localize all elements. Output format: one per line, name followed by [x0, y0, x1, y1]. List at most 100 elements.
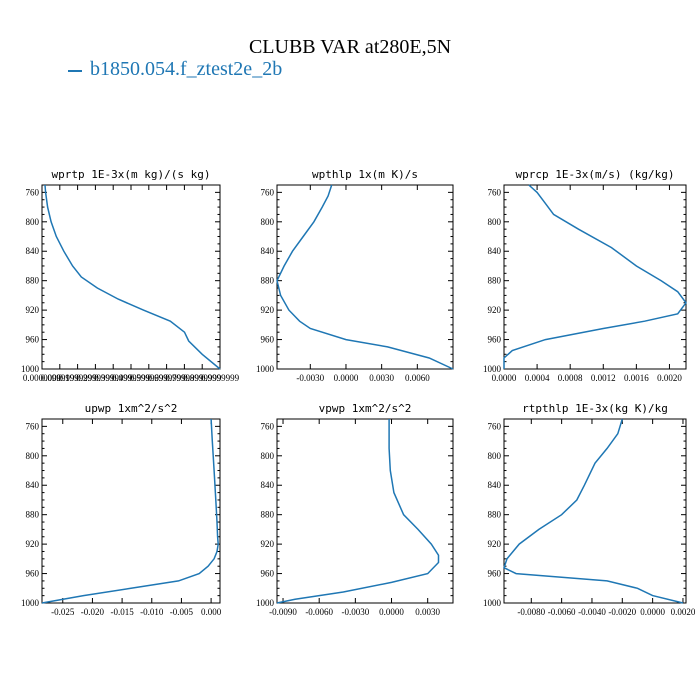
y-tick-label: 880 — [488, 510, 502, 520]
y-tick-label: 1000 — [21, 364, 40, 374]
x-tick-label: -0.0060 — [305, 607, 333, 617]
x-tick-label: 0.8999999 — [183, 373, 222, 383]
y-tick-label: 920 — [26, 305, 40, 315]
y-tick-label: 920 — [261, 539, 275, 549]
series-line — [41, 418, 219, 604]
y-tick-label: 920 — [261, 305, 275, 315]
x-tick-label: 0.0000 — [640, 607, 665, 617]
y-tick-label: 1000 — [256, 364, 275, 374]
plot-title: rtpthlp 1E-3x(kg K)/kg — [522, 402, 668, 415]
x-tick-label: 0.0000 — [492, 373, 517, 383]
x-tick-label: -0.005 — [170, 607, 194, 617]
x-tick-label: -0.0040 — [578, 607, 606, 617]
series-line — [44, 184, 221, 370]
plot-title: vpwp 1xm^2/s^2 — [319, 402, 412, 415]
y-tick-label: 800 — [26, 451, 40, 461]
y-tick-label: 960 — [26, 569, 40, 579]
legend-line-swatch — [68, 70, 82, 72]
y-tick-label: 1000 — [483, 598, 502, 608]
y-tick-label: 800 — [488, 217, 502, 227]
plot-frame — [41, 184, 221, 370]
x-tick-label: -0.015 — [110, 607, 134, 617]
x-tick-label: -0.0090 — [269, 607, 297, 617]
y-tick-label: 760 — [26, 187, 40, 197]
y-tick-label: 840 — [26, 480, 40, 490]
x-tick-label: -0.010 — [140, 607, 164, 617]
plot-panel-6: rtpthlp 1E-3x(kg K)/kg 760 800 840 880 920 960… — [483, 402, 696, 617]
y-tick-label: 760 — [26, 421, 40, 431]
plot-panel-2: wpthlp 1x(m K)/s 760 800 840 880 920 960 1000 -0… — [256, 168, 454, 383]
y-tick-label: 920 — [26, 539, 40, 549]
x-tick-label: 0.000 — [201, 607, 222, 617]
plot-frame — [276, 184, 454, 370]
x-tick-label: 0.0020 — [671, 607, 696, 617]
legend-label: b1850.054.f_ztest2e_2b — [90, 58, 283, 80]
x-tick-label: 0.0016 — [624, 373, 649, 383]
y-tick-label: 880 — [261, 276, 275, 286]
y-tick-label: 1000 — [21, 598, 40, 608]
x-tick-label: -0.0060 — [548, 607, 576, 617]
x-tick-label: -0.025 — [51, 607, 75, 617]
x-tick-label: 0.0000000 — [23, 373, 62, 383]
plot-panel-1: wprtp 1E-3x(m kg)/(s kg) 760 800 840 880 920 9… — [21, 168, 240, 383]
plot-frame — [41, 418, 221, 604]
y-tick-label: 760 — [261, 187, 275, 197]
y-tick-label: 880 — [26, 276, 40, 286]
plot-panel-5: vpwp 1xm^2/s^27608008408809209601000-0.0… — [256, 402, 454, 617]
x-tick-label: -0.0030 — [341, 607, 369, 617]
x-tick-label: 0.1999999 — [58, 373, 97, 383]
plot-title: upwp 1xm^2/s^2 — [85, 402, 178, 415]
y-tick-label: 840 — [261, 246, 275, 256]
plot-title: wpthlp 1x(m K)/s — [312, 168, 418, 181]
plot-frame — [503, 184, 687, 370]
plot-panel-4: upwp 1xm^2/s^2 760 800 840 880 920 960 1000 -0.0… — [21, 402, 222, 617]
y-tick-label: 760 — [488, 187, 502, 197]
y-tick-label: 960 — [261, 335, 275, 345]
x-tick-label: 0.0999999 — [41, 373, 80, 383]
x-tick-label: 0.0030 — [415, 607, 440, 617]
x-tick-label: 0.3999999 — [94, 373, 133, 383]
plot-title: wprcp 1E-3x(m/s) (kg/kg) — [516, 168, 675, 181]
y-tick-label: 960 — [261, 569, 275, 579]
plot-title: wprtp 1E-3x(m kg)/(s kg) — [52, 168, 211, 181]
x-tick-label: 0.0000 — [334, 373, 359, 383]
y-tick-label: 1000 — [256, 598, 275, 608]
x-tick-label: 0.2999999 — [76, 373, 115, 383]
x-tick-label: 0.4999999 — [112, 373, 151, 383]
plot-panel-3: wprcp 1E-3x(m/s) (kg/kg) 760 800 840 880 920 9… — [483, 168, 687, 383]
y-tick-label: 960 — [26, 335, 40, 345]
y-tick-label: 840 — [261, 480, 275, 490]
y-tick-label: 880 — [488, 276, 502, 286]
plot-frame — [503, 418, 687, 604]
x-tick-label: 0.0030 — [369, 373, 394, 383]
x-tick-label: 0.7999999 — [165, 373, 204, 383]
figure-title: CLUBB VAR at280E,5N — [248, 36, 452, 58]
y-tick-label: 960 — [488, 335, 502, 345]
y-tick-label: 880 — [26, 510, 40, 520]
y-tick-label: 800 — [26, 217, 40, 227]
y-tick-label: 920 — [488, 305, 502, 315]
x-tick-label: 0.0004 — [525, 373, 550, 383]
x-tick-label: 0.9999999 — [201, 373, 240, 383]
x-tick-label: -0.0080 — [517, 607, 545, 617]
y-tick-label: 1000 — [483, 364, 502, 374]
x-tick-label: 0.6999999 — [147, 373, 186, 383]
y-tick-label: 760 — [488, 421, 502, 431]
y-tick-label: 800 — [261, 217, 275, 227]
y-tick-label: 840 — [488, 246, 502, 256]
x-tick-label: 0.5999999 — [130, 373, 169, 383]
x-tick-label: -0.0030 — [296, 373, 324, 383]
y-tick-label: 800 — [488, 451, 502, 461]
y-tick-label: 840 — [488, 480, 502, 490]
y-tick-label: 960 — [488, 569, 502, 579]
series-line — [503, 418, 684, 604]
x-tick-label: 0.0012 — [591, 373, 616, 383]
series-line — [276, 419, 440, 604]
y-tick-label: 920 — [488, 539, 502, 549]
x-tick-label: 0.0020 — [657, 373, 682, 383]
x-tick-label: 0.0000 — [379, 607, 404, 617]
y-tick-label: 760 — [261, 421, 275, 431]
plot-frame — [276, 418, 454, 604]
series-line — [503, 184, 687, 369]
